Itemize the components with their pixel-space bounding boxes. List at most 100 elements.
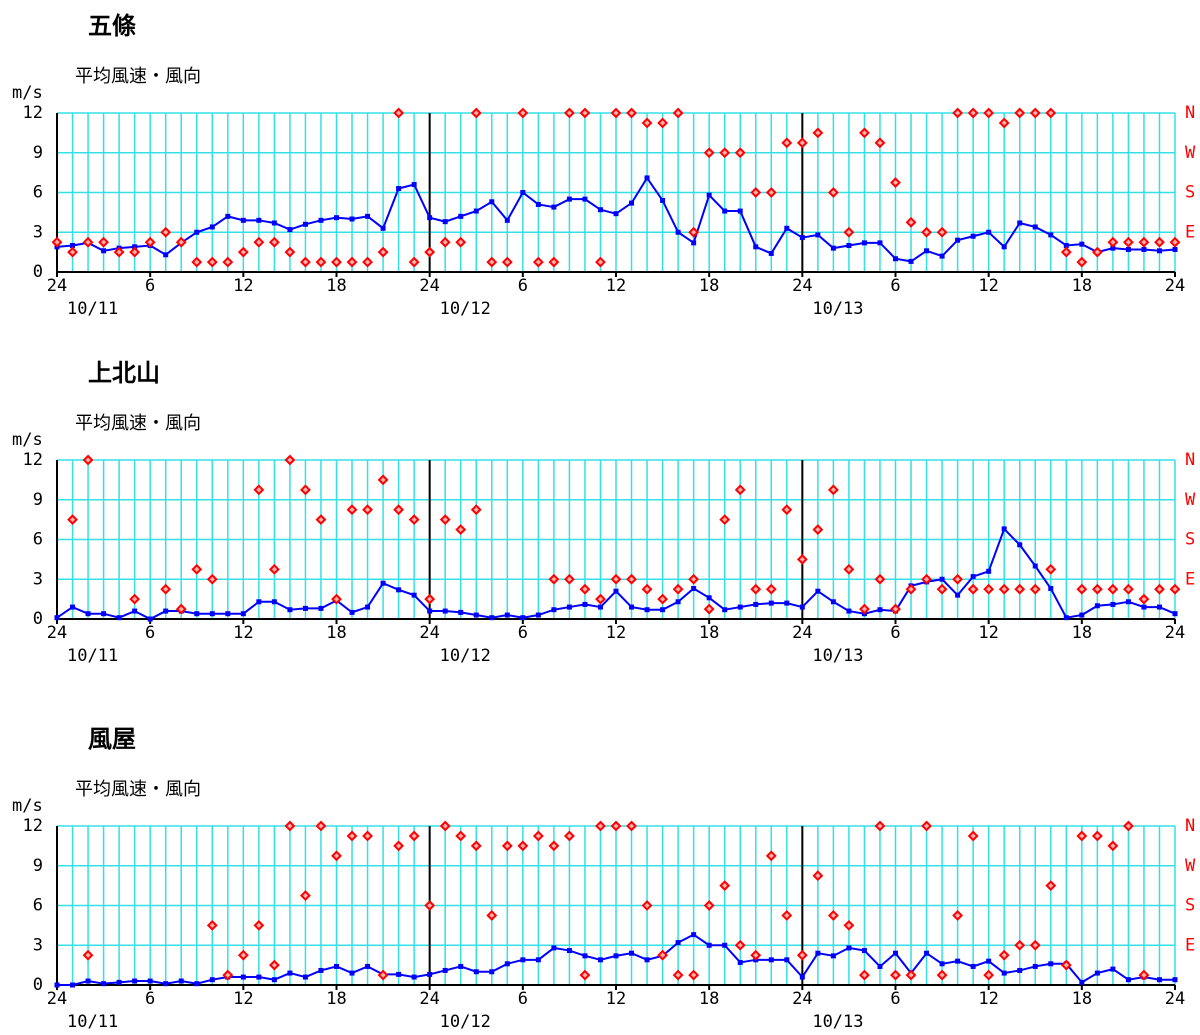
speed-point (349, 970, 355, 976)
y-tick-label: 6 (33, 896, 43, 916)
x-tick-label: 18 (699, 623, 719, 643)
speed-point (1032, 563, 1038, 569)
y2-tick-label: N (1185, 816, 1195, 836)
direction-point (595, 820, 606, 832)
direction-point (827, 484, 839, 496)
direction-point (1138, 236, 1150, 248)
direction-point (874, 820, 886, 832)
direction-point (501, 840, 513, 852)
direction-point (237, 949, 249, 961)
x-tick-label: 6 (890, 623, 900, 643)
speed-point (939, 253, 945, 259)
speed-point (830, 953, 836, 959)
y2-tick-label: S (1185, 183, 1195, 203)
speed-point (1125, 599, 1131, 605)
speed-point (722, 208, 728, 214)
panel-title: 上北山 (88, 359, 160, 387)
direction-point (688, 226, 700, 238)
speed-point (489, 969, 495, 975)
y-tick-label: 12 (23, 450, 43, 470)
direction-point (1107, 583, 1119, 595)
direction-point (175, 236, 187, 248)
speed-point (675, 599, 681, 605)
x-tick-label: 12 (978, 989, 998, 1009)
direction-point (1045, 107, 1057, 119)
y2-tick-label: E (1185, 935, 1195, 955)
direction-point (455, 524, 467, 535)
speed-point (877, 240, 883, 246)
speed-point (442, 967, 448, 973)
direction-point (1029, 583, 1041, 595)
speed-point (365, 604, 371, 610)
speed-point (178, 978, 184, 984)
speed-point (784, 600, 790, 606)
date-label: 10/13 (812, 299, 863, 319)
x-tick-label: 6 (518, 623, 528, 643)
direction-point (1029, 107, 1041, 119)
direction-point (765, 850, 777, 862)
direction-point (564, 107, 575, 119)
speed-point (1063, 615, 1069, 621)
direction-point (796, 949, 808, 961)
direction-point (595, 593, 606, 605)
speed-point (163, 252, 169, 258)
speed-point (163, 608, 169, 614)
direction-point (719, 514, 731, 526)
speed-point (644, 607, 650, 613)
direction-point (1014, 939, 1026, 951)
speed-point (1017, 220, 1023, 226)
direction-point (1076, 830, 1088, 842)
direction-point (129, 593, 141, 605)
direction-point (952, 107, 964, 119)
speed-point (1125, 246, 1131, 252)
direction-point (253, 484, 265, 496)
speed-point (458, 963, 464, 969)
speed-point (101, 248, 107, 254)
direction-point (284, 820, 296, 832)
y2-tick-label: W (1185, 856, 1196, 876)
speed-point (132, 608, 138, 614)
speed-point (799, 235, 805, 241)
direction-point (1060, 246, 1072, 258)
speed-point (396, 971, 402, 977)
direction-point (672, 583, 684, 595)
speed-point (256, 599, 262, 605)
y-tick-label: 9 (33, 856, 43, 876)
speed-point (349, 609, 355, 615)
speed-point (582, 953, 588, 959)
direction-point (641, 117, 653, 129)
speed-point (846, 608, 852, 614)
y-tick-label: 12 (23, 103, 43, 123)
direction-point (781, 504, 793, 516)
speed-point (551, 607, 557, 613)
speed-point (147, 616, 153, 622)
speed-point (924, 950, 930, 956)
direction-point (781, 137, 793, 149)
speed-point (955, 958, 961, 964)
speed-point (1001, 244, 1007, 250)
speed-point (411, 974, 417, 980)
direction-point (626, 820, 637, 832)
speed-point (271, 220, 277, 226)
direction-point (1029, 939, 1041, 951)
direction-point (331, 850, 342, 862)
direction-point (905, 583, 917, 595)
x-tick-label: 24 (419, 276, 439, 296)
speed-point (722, 942, 728, 948)
y2-tick-label: S (1185, 896, 1195, 916)
speed-point (1048, 961, 1054, 967)
direction-point (812, 127, 824, 139)
direction-point (936, 969, 948, 981)
direction-point (1138, 593, 1150, 605)
date-label: 10/11 (67, 646, 118, 666)
direction-point (532, 830, 544, 842)
speed-point (1032, 224, 1038, 230)
speed-point (1094, 603, 1100, 609)
speed-point (737, 604, 743, 610)
speed-point (691, 932, 697, 938)
direction-point (905, 969, 917, 981)
speed-point (613, 211, 619, 217)
y-tick-label: 6 (33, 183, 43, 203)
speed-point (939, 961, 945, 967)
speed-point (970, 963, 976, 969)
